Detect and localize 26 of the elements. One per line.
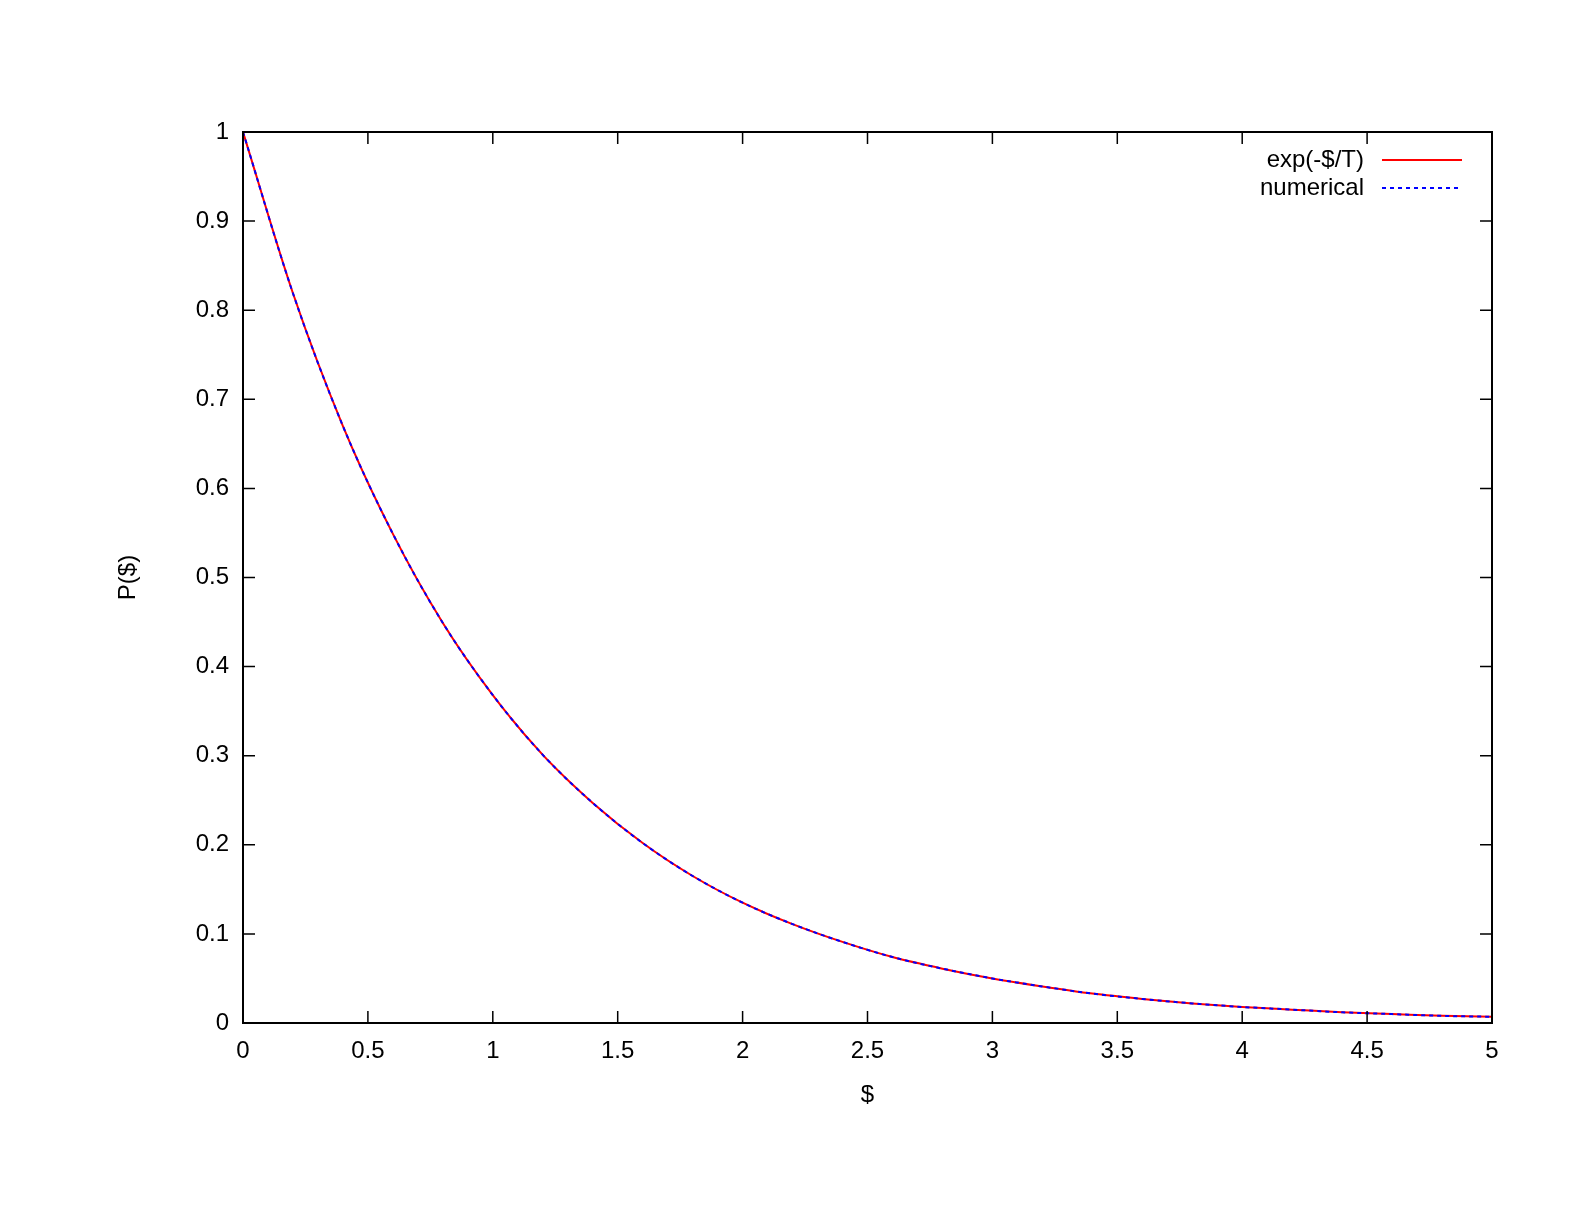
y-tick-label: 0 (215, 1007, 229, 1035)
x-tick-label: 0 (236, 1036, 250, 1064)
x-tick-label: 1 (486, 1036, 500, 1064)
x-tick-label: 2.5 (850, 1036, 885, 1064)
y-tick-label: 0.7 (195, 383, 229, 411)
y-tick-label: 0.3 (195, 740, 229, 768)
y-tick-label: 0.9 (195, 205, 229, 233)
y-tick-label: 0.6 (195, 473, 229, 501)
x-tick-label: 1.5 (601, 1036, 635, 1064)
y-tick-label: 0.5 (195, 562, 229, 590)
x-tick-label: 2 (735, 1036, 750, 1064)
y-axis-title: P($) (113, 554, 141, 601)
x-tick-label: 4 (1235, 1036, 1249, 1064)
y-tick-label: 0.1 (195, 918, 229, 946)
x-tick-label: 5 (1485, 1036, 1499, 1064)
y-tick-label: 0.2 (195, 829, 229, 857)
y-tick-label: 0.8 (195, 294, 229, 322)
x-tick-label: 3 (985, 1036, 1000, 1064)
x-tick-label: 4.5 (1350, 1036, 1384, 1064)
y-tick-label: 0.4 (195, 651, 229, 679)
x-tick-label: 0.5 (351, 1036, 385, 1064)
y-tick-label: 1 (215, 116, 229, 144)
x-tick-label: 3.5 (1100, 1036, 1134, 1064)
x-axis-title: $ (860, 1080, 875, 1108)
legend-label: numerical (1259, 172, 1364, 200)
legend-label: exp(-$/T) (1266, 144, 1364, 172)
